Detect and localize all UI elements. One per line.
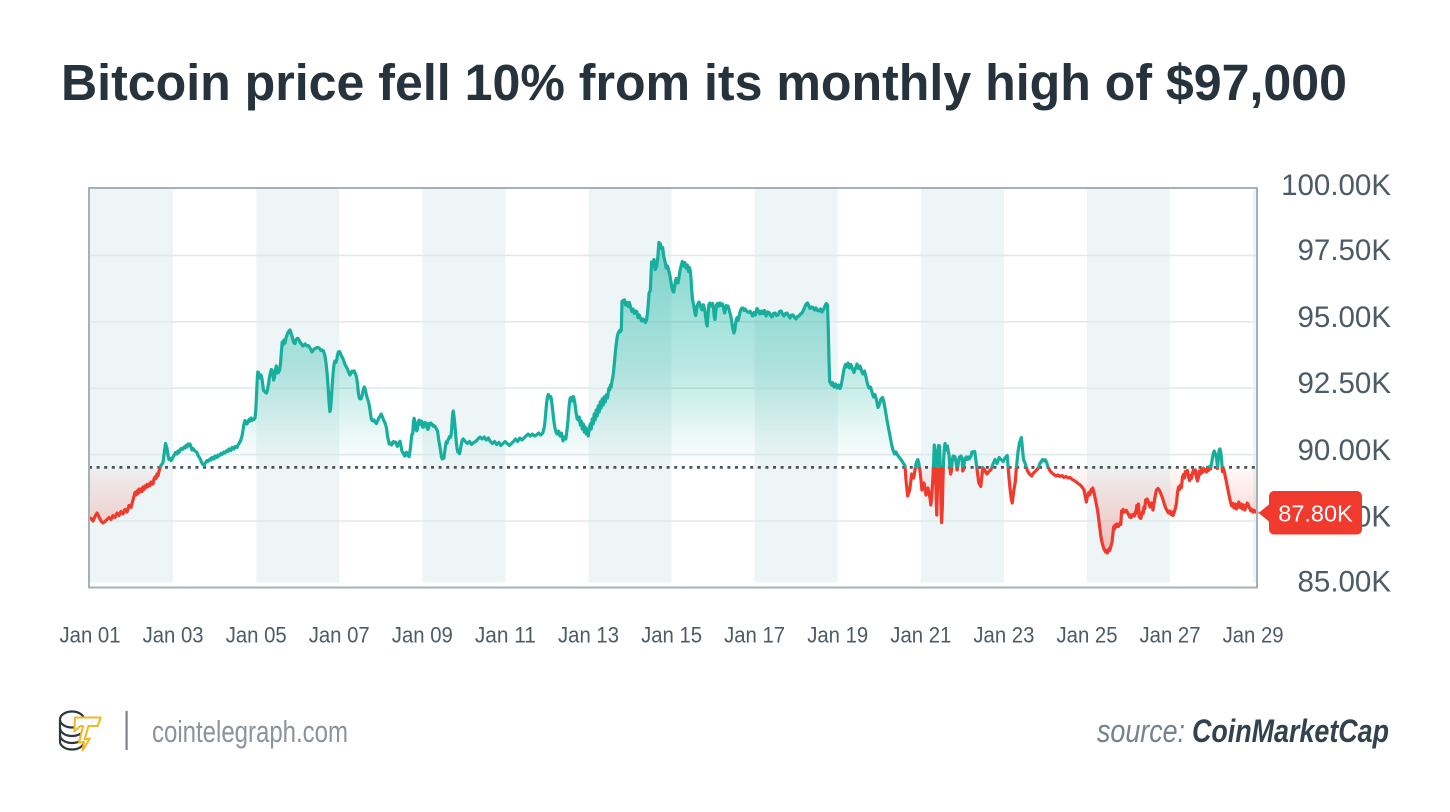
svg-text:Jan 01: Jan 01 xyxy=(60,623,121,648)
svg-text:87.80K: 87.80K xyxy=(1278,501,1353,527)
svg-text:Jan 23: Jan 23 xyxy=(973,623,1034,648)
svg-text:Jan 29: Jan 29 xyxy=(1223,623,1284,648)
svg-text:Jan 27: Jan 27 xyxy=(1140,623,1201,648)
svg-text:Jan 05: Jan 05 xyxy=(226,623,287,648)
svg-text:Jan 13: Jan 13 xyxy=(558,623,619,648)
svg-text:CoinMarketCap: CoinMarketCap xyxy=(1192,713,1389,749)
svg-text:97.50K: 97.50K xyxy=(1298,234,1392,267)
svg-text:92.50K: 92.50K xyxy=(1298,367,1392,400)
svg-text:Jan 09: Jan 09 xyxy=(392,623,453,648)
svg-text:Jan 07: Jan 07 xyxy=(309,623,370,648)
svg-text:Jan 11: Jan 11 xyxy=(475,623,536,648)
svg-text:source:: source: xyxy=(1097,713,1185,749)
svg-text:Jan 25: Jan 25 xyxy=(1057,623,1118,648)
svg-text:Jan 21: Jan 21 xyxy=(890,623,951,648)
svg-text:Jan 15: Jan 15 xyxy=(641,623,702,648)
svg-text:cointelegraph.com: cointelegraph.com xyxy=(152,714,348,749)
svg-text:85.00K: 85.00K xyxy=(1298,565,1392,598)
svg-text:100.00K: 100.00K xyxy=(1281,169,1391,202)
svg-text:Bitcoin price fell 10% from it: Bitcoin price fell 10% from its monthly … xyxy=(61,54,1347,111)
svg-text:Jan 17: Jan 17 xyxy=(724,623,785,648)
svg-text:Jan 03: Jan 03 xyxy=(143,623,204,648)
svg-text:Jan 19: Jan 19 xyxy=(807,623,868,648)
svg-text:90.00K: 90.00K xyxy=(1298,434,1392,467)
svg-text:95.00K: 95.00K xyxy=(1298,301,1392,334)
